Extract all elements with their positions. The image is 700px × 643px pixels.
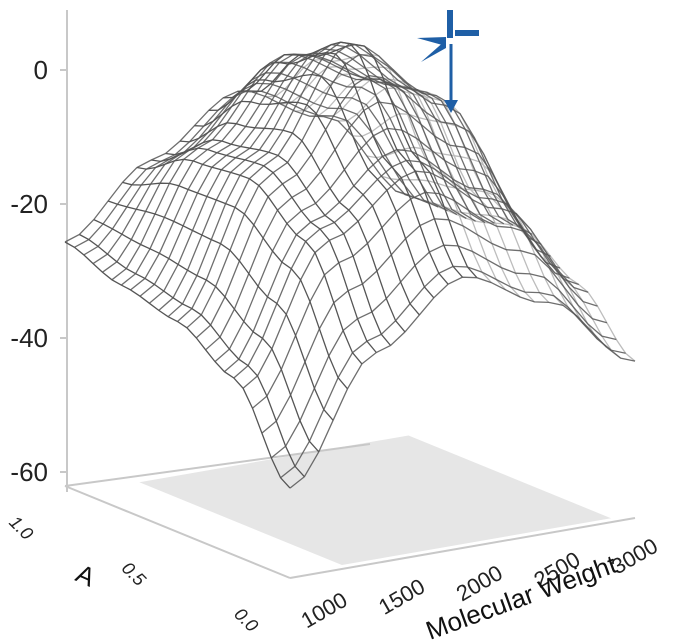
mesh-line-a — [102, 61, 448, 273]
y-tick-label: 1.0 — [5, 512, 37, 544]
mesh-line-a — [233, 159, 580, 379]
mesh-line-a — [120, 53, 467, 286]
mesh-line-a — [261, 218, 608, 434]
x-axis-title: Molecular Weight — [422, 549, 621, 643]
mesh-line-mw — [107, 200, 334, 421]
mesh-line-a — [252, 191, 598, 409]
mesh-line-mw — [93, 219, 320, 453]
mesh-line-a — [83, 82, 430, 256]
y-tick-label: 0.0 — [230, 604, 262, 636]
surface-mesh-front — [64, 41, 636, 489]
mesh-line-a — [242, 170, 589, 389]
mesh-line-a — [64, 90, 411, 243]
mesh-line-a — [167, 41, 514, 318]
mesh-line-mw — [381, 175, 607, 348]
mesh-line-a — [92, 72, 439, 265]
mesh-line-a — [74, 90, 420, 248]
y-tick-label: 0.5 — [118, 558, 151, 591]
x-axis-line — [289, 517, 636, 579]
z-tick-label: -60 — [10, 457, 48, 487]
x-tick-label: 1000 — [297, 587, 352, 633]
mesh-line-a — [148, 48, 495, 304]
mesh-line-mw — [395, 190, 622, 359]
mesh-line-a — [130, 54, 476, 291]
chart-floor — [139, 435, 611, 566]
mesh-line-a — [158, 43, 505, 311]
x-tick-label: 1500 — [374, 574, 429, 620]
mesh-line-mw — [79, 233, 305, 478]
z-tick-label: -40 — [10, 323, 48, 353]
mesh-line-mw — [64, 241, 291, 489]
mesh-line-a — [270, 244, 617, 459]
y-axis-line — [64, 485, 291, 579]
crosshair-target-icon — [417, 10, 479, 113]
floor-plane — [139, 435, 611, 566]
z-tick-label: -20 — [10, 189, 48, 219]
mesh-line-a — [139, 52, 486, 297]
mesh-line-a — [177, 42, 523, 322]
mesh-line-a — [280, 265, 626, 479]
y-axis-title: A — [72, 558, 101, 593]
mesh-line-a — [289, 276, 636, 489]
mesh-line-a — [195, 74, 542, 339]
z-tick-label: 0 — [34, 55, 48, 85]
mesh-line-mw — [151, 147, 377, 353]
mesh-line-a — [111, 54, 458, 281]
